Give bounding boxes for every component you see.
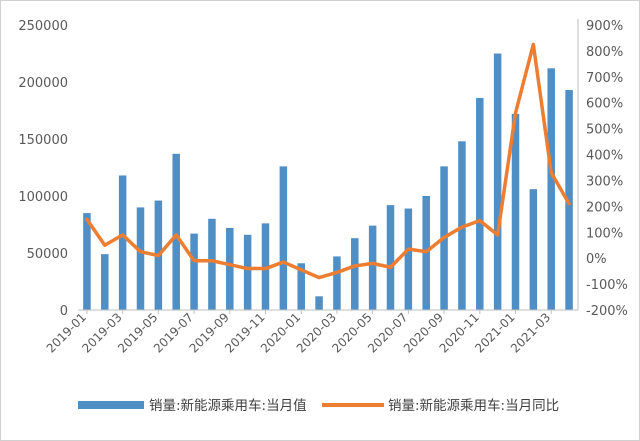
left-y-tick-label: 0 bbox=[60, 304, 68, 319]
right-y-tick-label: -200% bbox=[586, 304, 628, 319]
left-y-tick-label: 50000 bbox=[27, 247, 68, 262]
legend-bar-swatch bbox=[78, 401, 144, 409]
bar bbox=[368, 225, 377, 310]
bar bbox=[547, 68, 555, 310]
right-y-tick-label: 0% bbox=[586, 252, 607, 267]
bar bbox=[386, 205, 395, 310]
left-y-axis: 0 50000 100000 150000 200000 250000 bbox=[18, 19, 68, 319]
right-y-tick-label: 700% bbox=[586, 71, 623, 86]
bar bbox=[226, 227, 234, 310]
bar bbox=[279, 166, 288, 310]
bar bbox=[315, 296, 323, 310]
right-y-tick-label: 400% bbox=[586, 149, 623, 164]
bar bbox=[118, 175, 127, 310]
yoy-line bbox=[85, 42, 571, 280]
left-y-tick-label: 150000 bbox=[18, 133, 68, 148]
legend-line-label: 销量:新能源乘用车:当月同比 bbox=[388, 397, 559, 414]
bar bbox=[136, 207, 145, 310]
bar bbox=[261, 223, 270, 310]
right-y-tick-label: 500% bbox=[586, 123, 623, 138]
right-y-tick-label: 900% bbox=[586, 19, 623, 34]
bar bbox=[529, 189, 538, 310]
bar bbox=[565, 89, 573, 310]
x-axis: 2019-012019-032019-052019-072019-092019-… bbox=[44, 309, 578, 356]
bar bbox=[493, 53, 502, 310]
left-y-tick-label: 200000 bbox=[18, 76, 68, 91]
right-y-axis: -200% -100% 0% 100% 200% 300% 400% 500% 600% 700%… bbox=[577, 19, 628, 319]
bar bbox=[243, 234, 252, 310]
left-y-tick-label: 100000 bbox=[18, 190, 68, 205]
bar bbox=[351, 238, 359, 310]
right-y-tick-label: 300% bbox=[586, 174, 623, 189]
bar bbox=[297, 263, 305, 310]
bar bbox=[101, 254, 109, 310]
bar bbox=[190, 233, 198, 310]
bar bbox=[333, 256, 341, 310]
bar bbox=[476, 97, 484, 311]
bar bbox=[83, 213, 91, 310]
right-y-tick-label: 100% bbox=[586, 226, 623, 241]
legend-bar-label: 销量:新能源乘用车:当月值 bbox=[149, 397, 307, 414]
bar bbox=[404, 208, 413, 310]
bar bbox=[172, 153, 180, 310]
bar-series bbox=[83, 53, 573, 311]
right-y-tick-label: -100% bbox=[586, 278, 628, 293]
x-tick-label: 2021-03 bbox=[508, 310, 553, 355]
bar bbox=[208, 218, 216, 310]
right-y-tick-label: 600% bbox=[586, 97, 623, 112]
left-y-tick-label: 250000 bbox=[18, 19, 68, 34]
right-y-tick-label: 800% bbox=[586, 45, 623, 60]
right-y-tick-label: 200% bbox=[586, 200, 623, 215]
line-series bbox=[85, 42, 571, 280]
bar bbox=[511, 113, 520, 310]
legend: 销量:新能源乘用车:当月值 销量:新能源乘用车:当月同比 bbox=[78, 397, 559, 414]
